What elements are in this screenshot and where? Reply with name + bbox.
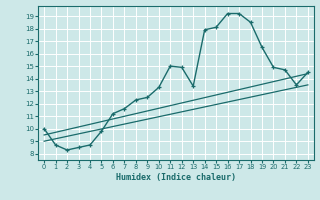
X-axis label: Humidex (Indice chaleur): Humidex (Indice chaleur) [116,173,236,182]
